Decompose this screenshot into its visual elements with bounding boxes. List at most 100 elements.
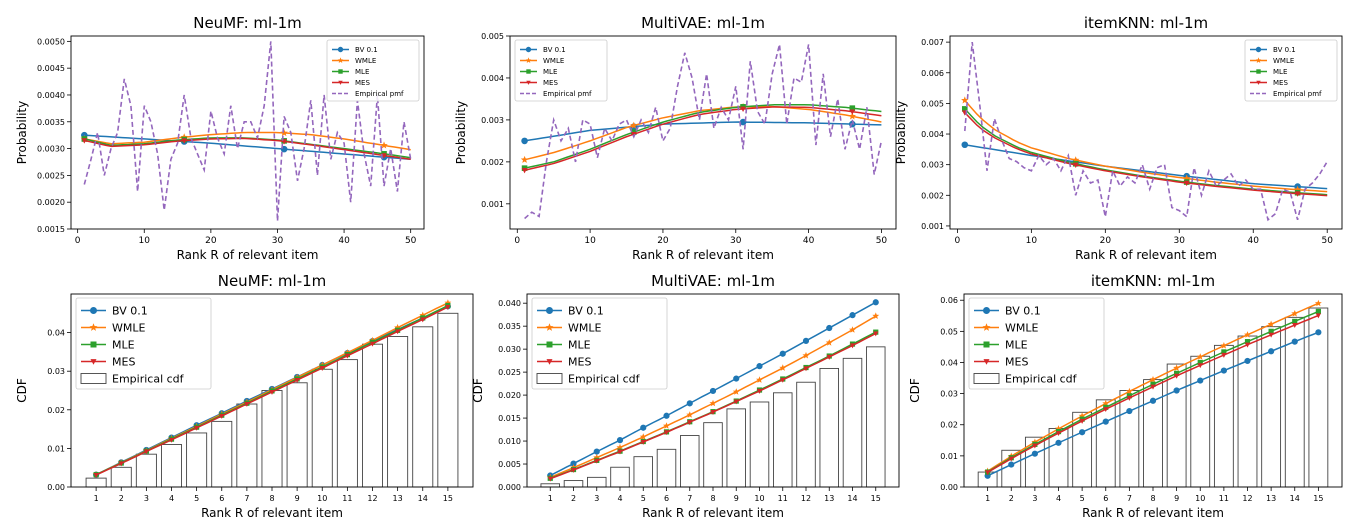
- point-marker: [81, 138, 88, 144]
- point-marker: [779, 350, 786, 357]
- x-axis-label: Rank R of relevant item: [177, 248, 319, 262]
- point-marker: [872, 312, 880, 319]
- point-marker: [849, 343, 856, 349]
- legend-label: MES: [568, 355, 591, 368]
- y-tick-label: 0.005: [481, 32, 504, 41]
- point-marker: [219, 413, 225, 419]
- y-axis-label: Probability: [15, 101, 29, 164]
- point-marker: [546, 359, 553, 365]
- legend-label: BV 0.1: [1005, 304, 1041, 317]
- legend-box: [326, 39, 420, 102]
- point-marker: [1244, 342, 1251, 348]
- point-marker: [546, 307, 553, 314]
- point-marker: [90, 359, 97, 365]
- legend: BV 0.1 WMLE MLE MES Empirical cdf: [75, 297, 212, 390]
- point-marker: [118, 461, 124, 467]
- x-tick-label: 30: [1174, 236, 1186, 246]
- x-tick-label: 11: [342, 494, 352, 503]
- legend-label: Empirical cdf: [568, 372, 641, 385]
- x-tick-label: 15: [443, 494, 453, 503]
- legend: BV 0.1 WMLE MLE MES Empirical pmf: [514, 39, 608, 102]
- legend-label: MES: [112, 355, 135, 368]
- point-marker: [616, 443, 624, 451]
- y-tick-label: 0.06: [940, 296, 958, 305]
- point-marker: [294, 377, 300, 383]
- x-tick-label: 0: [514, 236, 520, 246]
- point-marker: [338, 80, 343, 85]
- x-tick-label: 9: [295, 494, 300, 503]
- y-tick-label: 0.0015: [37, 225, 65, 234]
- legend-label: MES: [1005, 355, 1028, 368]
- point-marker: [1008, 461, 1015, 468]
- x-tick-label: 8: [269, 494, 274, 503]
- x-tick-label: 2: [119, 494, 124, 503]
- point-marker: [1221, 352, 1227, 358]
- y-tick-label: 0.035: [498, 322, 521, 331]
- point-marker: [143, 449, 149, 455]
- point-marker: [90, 341, 97, 348]
- y-tick-label: 0.01: [940, 452, 958, 461]
- point-marker: [337, 57, 344, 63]
- point-marker: [545, 323, 554, 331]
- point-marker: [420, 317, 426, 323]
- x-tick-label: 10: [139, 236, 151, 246]
- x-tick-label: 11: [778, 494, 788, 503]
- legend-box: [968, 297, 1105, 390]
- legend-box: [531, 297, 668, 390]
- x-tick-label: 14: [418, 494, 428, 503]
- point-marker: [849, 105, 856, 111]
- x-tick-label: 9: [734, 494, 739, 503]
- y-tick-label: 0.00: [940, 483, 958, 492]
- point-marker: [445, 305, 451, 310]
- x-tick-label: 10: [1026, 236, 1038, 246]
- x-tick-label: 40: [803, 236, 815, 246]
- x-tick-label: 10: [317, 494, 327, 503]
- point-marker: [640, 439, 646, 445]
- chart-itemknn-cdf: itemKNN: ml-1m Rank R of relevant item CDF…: [908, 272, 1343, 520]
- point-marker: [983, 359, 990, 365]
- x-tick-label: 3: [144, 494, 149, 503]
- series-line-mes: [84, 137, 411, 161]
- point-marker: [280, 129, 288, 137]
- x-tick-label: 5: [1080, 494, 1085, 503]
- point-marker: [826, 354, 832, 360]
- point-marker: [709, 399, 717, 407]
- x-tick-label: 6: [219, 494, 224, 503]
- legend-label: MES: [355, 79, 370, 87]
- point-marker: [733, 399, 739, 405]
- point-marker: [1032, 443, 1038, 449]
- point-marker: [1268, 332, 1274, 338]
- legend-label: MES: [1273, 79, 1288, 87]
- point-marker: [961, 141, 969, 149]
- empirical-cdf-bar: [819, 367, 840, 488]
- x-axis-label: Rank R of relevant item: [632, 248, 774, 262]
- plot-frame: [509, 35, 897, 230]
- y-tick-label: 0.05: [940, 327, 958, 336]
- x-tick-label: 4: [617, 494, 622, 503]
- y-tick-label: 0.001: [921, 222, 944, 231]
- x-tick-label: 6: [1103, 494, 1108, 503]
- legend-label: Empirical pmf: [1273, 90, 1322, 98]
- legend-label: MLE: [568, 338, 591, 351]
- point-marker: [1315, 308, 1321, 315]
- empirical-cdf-bar: [236, 403, 258, 488]
- x-tick-label: 14: [1290, 494, 1300, 503]
- y-tick-label: 0.015: [498, 414, 521, 423]
- point-marker: [419, 311, 427, 319]
- point-marker: [1149, 397, 1157, 404]
- point-marker: [802, 337, 810, 344]
- point-marker: [1055, 439, 1062, 446]
- empirical-cdf-bar: [610, 466, 630, 488]
- legend-label: MES: [543, 79, 558, 87]
- point-marker: [244, 401, 250, 407]
- point-marker: [616, 437, 624, 444]
- point-marker: [1103, 407, 1109, 413]
- point-marker: [1220, 342, 1228, 349]
- x-tick-label: 7: [687, 494, 692, 503]
- y-tick-label: 0.007: [921, 38, 944, 47]
- y-tick-label: 0.0045: [37, 64, 65, 73]
- legend-label: WMLE: [1005, 321, 1038, 334]
- empirical-cdf-bar: [680, 435, 700, 488]
- legend-label: WMLE: [355, 57, 376, 65]
- x-axis-label: Rank R of relevant item: [201, 506, 343, 520]
